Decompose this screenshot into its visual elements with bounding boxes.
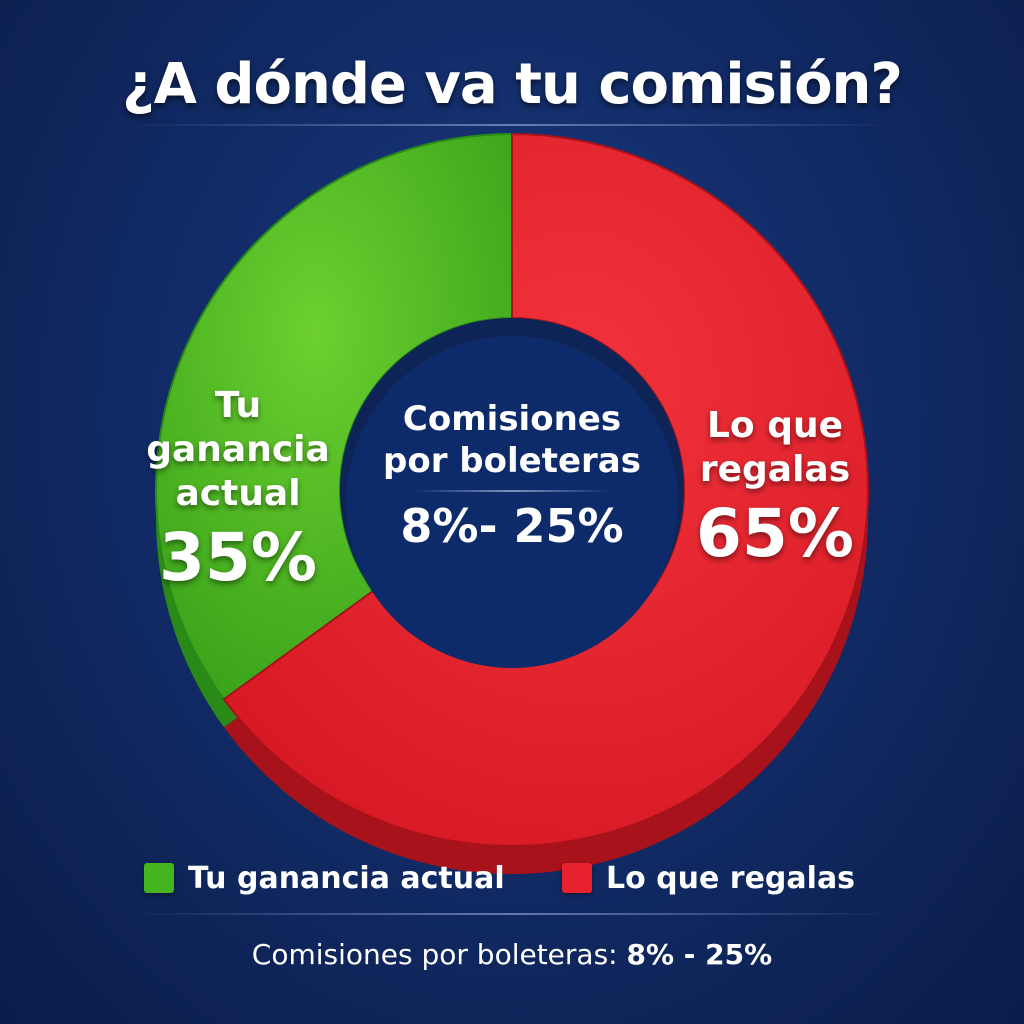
- center-label-name: Comisiones por boleteras: [383, 399, 641, 481]
- footnote-value: 8% - 25%: [626, 938, 773, 971]
- slice-label-red-value: 65%: [696, 495, 854, 572]
- title-divider: [130, 124, 894, 126]
- legend-item-red: Lo que regalas: [562, 858, 855, 898]
- center-label-value: 8%- 25%: [400, 499, 624, 553]
- footnote: Comisiones por boleteras: 8% - 25%: [0, 938, 1024, 971]
- legend-swatch-green: [144, 863, 174, 893]
- footnote-text: Comisiones por boleteras:: [251, 938, 618, 971]
- slice-label-green-name: Tu ganancia actual: [146, 385, 330, 514]
- slice-label-green: Tu ganancia actual 35%: [138, 384, 338, 596]
- slice-label-green-value: 35%: [159, 519, 317, 596]
- legend-item-green: Tu ganancia actual: [144, 858, 505, 898]
- slice-label-red-name: Lo que regalas: [699, 405, 851, 490]
- center-divider: [412, 490, 612, 492]
- footer-divider: [130, 913, 894, 915]
- chart-title: ¿A dónde va tu comisión?: [122, 52, 903, 117]
- donut-hole: [346, 336, 678, 668]
- center-label: Comisiones por boleteras 8%- 25%: [376, 398, 648, 554]
- legend-swatch-red: [562, 863, 592, 893]
- legend-label-green: Tu ganancia actual: [188, 860, 505, 896]
- legend-label-red: Lo que regalas: [606, 860, 856, 896]
- slice-label-red: Lo que regalas 65%: [680, 404, 870, 572]
